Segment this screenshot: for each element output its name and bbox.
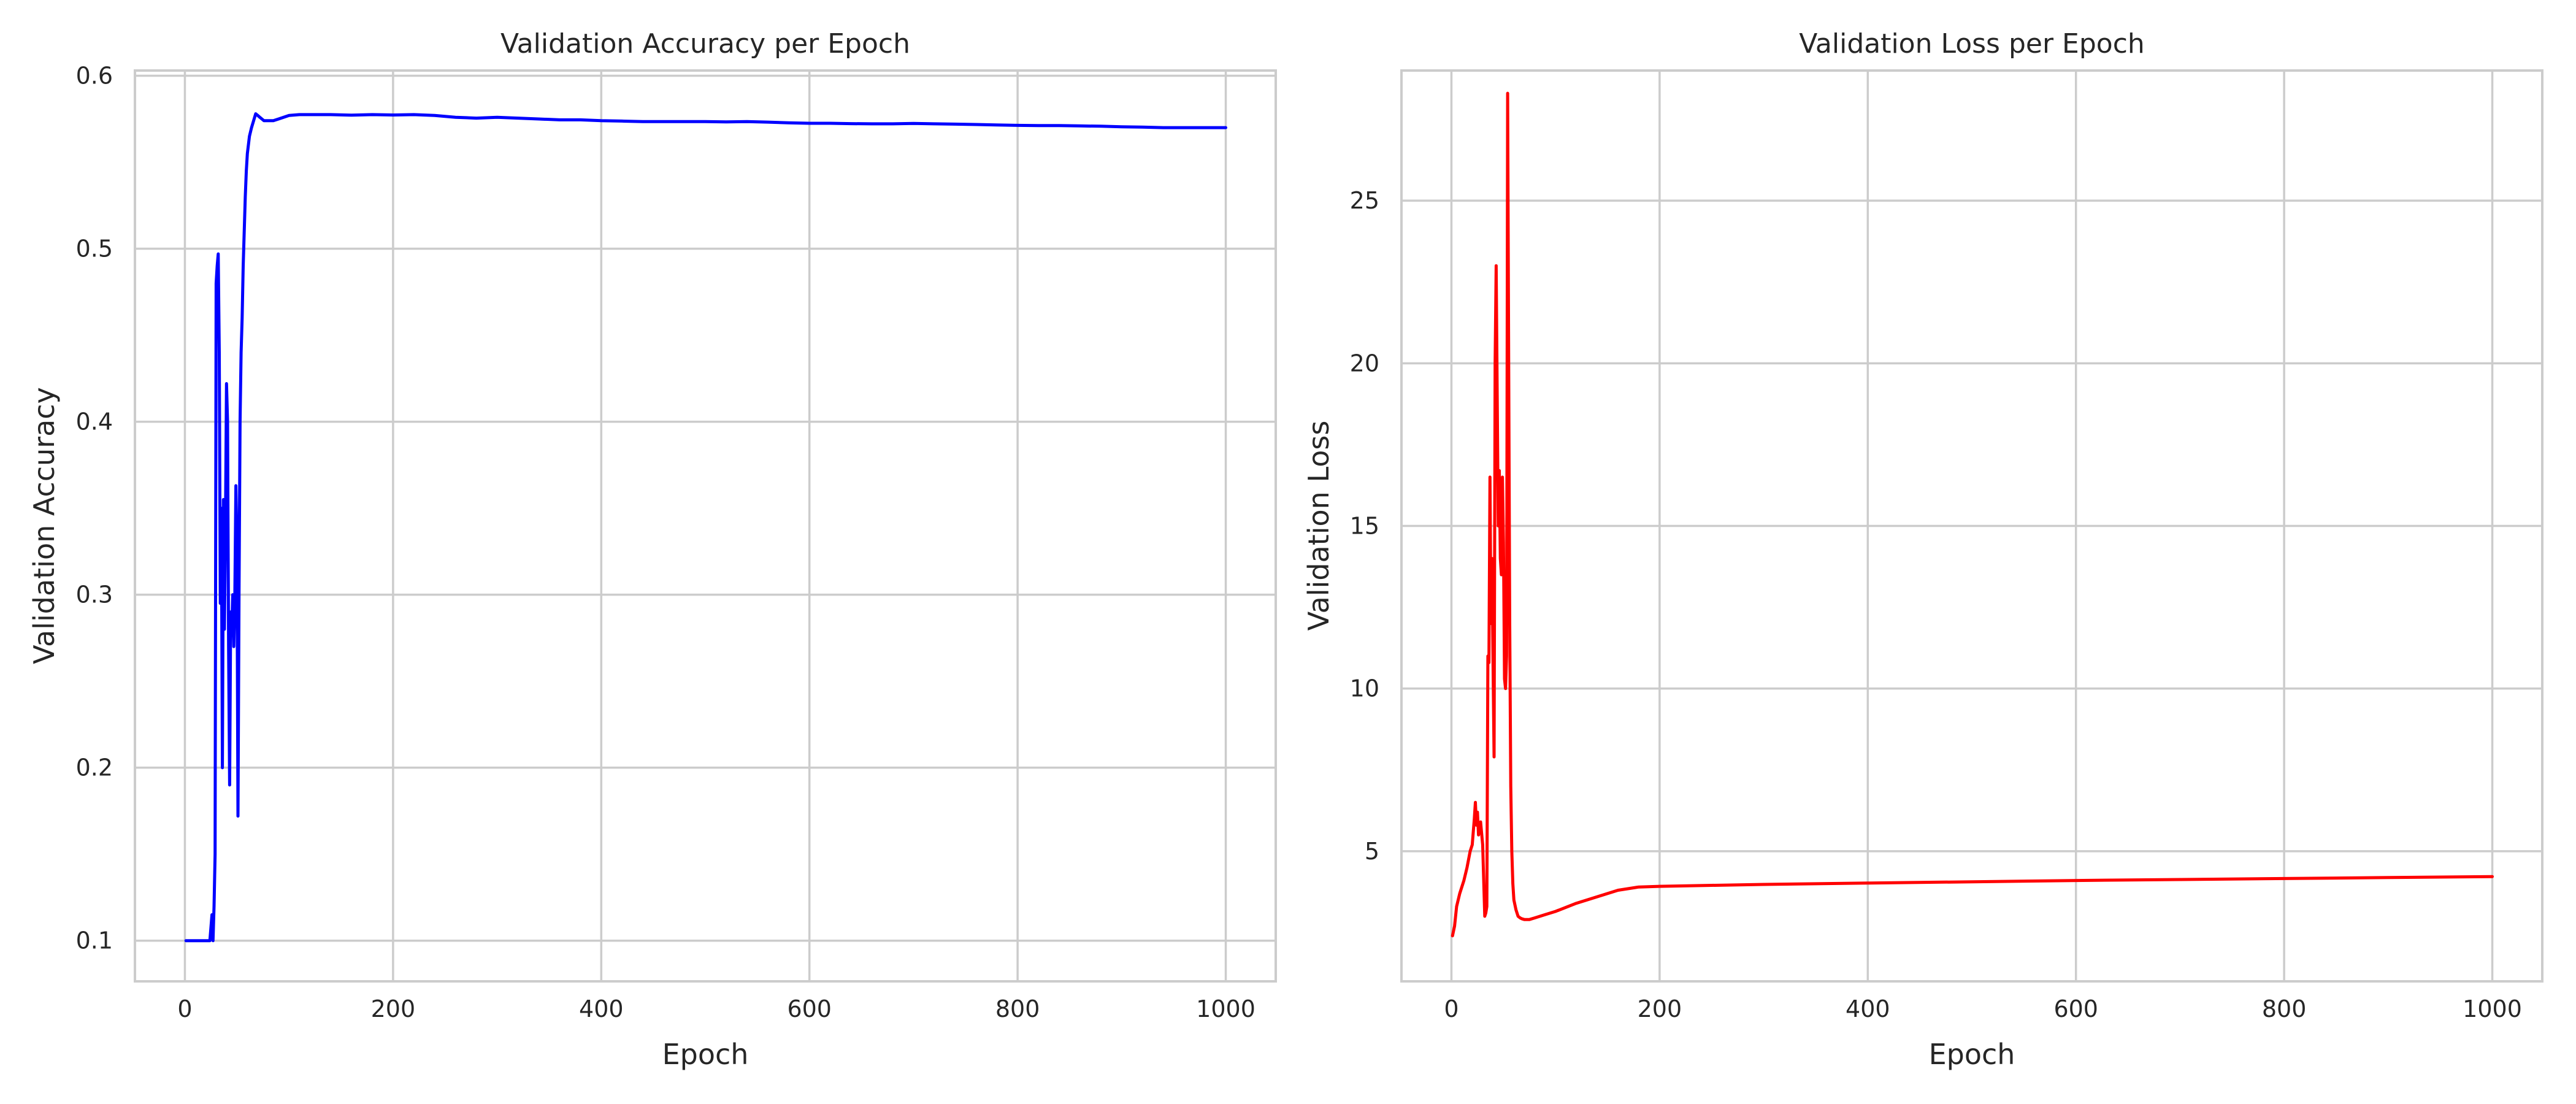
x-tick-label: 1000 (2463, 995, 2522, 1022)
x-tick-label: 800 (2262, 995, 2307, 1022)
accuracy-chart: Validation Accuracy per Epoch 0 200 400 600… (28, 28, 1277, 1071)
x-tick-label: 0 (1444, 995, 1459, 1022)
y-axis-label: Validation Loss (1302, 421, 1335, 631)
y-tick-label: 10 (1350, 675, 1379, 702)
y-tick-label: 0.5 (76, 236, 113, 263)
x-tick-label: 600 (787, 995, 832, 1022)
x-tick-label: 800 (995, 995, 1040, 1022)
series-line (184, 112, 1227, 943)
grid (1401, 71, 2542, 981)
y-tick-label: 0.4 (76, 408, 113, 435)
plot-frame (134, 69, 1277, 983)
y-axis-label: Validation Accuracy (28, 387, 61, 664)
chart-title: Validation Accuracy per Epoch (500, 28, 910, 59)
x-tick-label: 0 (177, 995, 192, 1022)
chart-title: Validation Loss per Epoch (1799, 28, 2145, 59)
y-tick-label: 25 (1350, 187, 1379, 214)
x-tick-labels: 0 200 400 600 800 1000 (1444, 995, 2522, 1022)
y-tick-label: 15 (1350, 513, 1379, 540)
series-layer (184, 112, 1227, 943)
x-tick-label: 200 (371, 995, 416, 1022)
x-tick-label: 400 (1846, 995, 1890, 1022)
y-tick-label: 20 (1350, 350, 1379, 377)
x-axis-label: Epoch (1929, 1038, 2015, 1071)
loss-chart: Validation Loss per Epoch 0 200 400 600 800 1… (1302, 28, 2543, 1071)
y-tick-labels: 0.1 0.2 0.3 0.4 0.5 0.6 (76, 62, 113, 954)
x-axis-label: Epoch (662, 1038, 749, 1071)
x-tick-label: 1000 (1196, 995, 1255, 1022)
series-line (1451, 91, 2494, 938)
x-tick-label: 400 (579, 995, 624, 1022)
plot-frame (1400, 69, 2543, 983)
x-tick-labels: 0 200 400 600 800 1000 (177, 995, 1255, 1022)
y-tick-label: 0.2 (76, 754, 113, 781)
x-tick-label: 200 (1638, 995, 1682, 1022)
y-tick-label: 5 (1365, 838, 1379, 865)
x-tick-label: 600 (2053, 995, 2098, 1022)
y-tick-label: 0.1 (76, 927, 113, 954)
y-tick-labels: 5 10 15 20 25 (1350, 187, 1379, 865)
y-tick-label: 0.6 (76, 62, 113, 89)
grid (135, 71, 1276, 981)
series-layer (1451, 91, 2494, 938)
y-tick-label: 0.3 (76, 581, 113, 608)
